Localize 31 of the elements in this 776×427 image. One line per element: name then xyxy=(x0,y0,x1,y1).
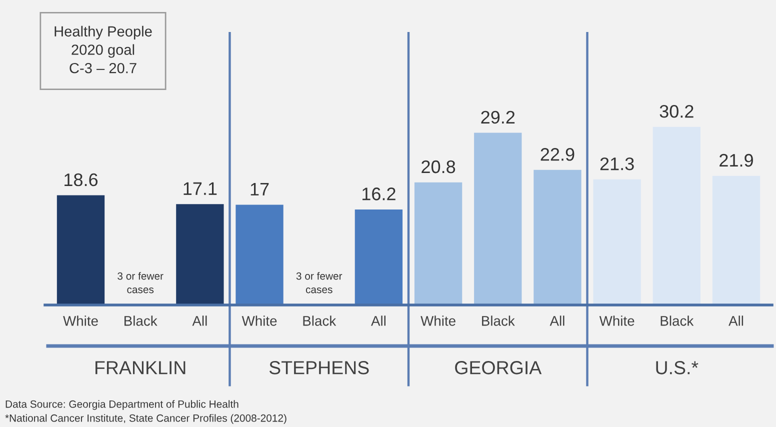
text: *National Cancer Institute, State Cancer Profiles (2008-2012) xyxy=(5,414,286,424)
data-label: 21.3 xyxy=(600,157,634,170)
text: Black xyxy=(303,316,336,326)
data-label: 21.9 xyxy=(720,154,753,167)
text: All xyxy=(728,316,744,326)
data-label: 16.2 xyxy=(362,188,396,200)
x-tick-label: STEPHENS xyxy=(269,361,369,374)
text: Black xyxy=(124,316,158,326)
text: All xyxy=(550,316,564,326)
series-label: Black xyxy=(482,316,515,326)
data-label: 18.6 xyxy=(64,173,98,186)
x-tick-label: FRANKLIN xyxy=(96,361,186,374)
x-tick-label: U.S.* xyxy=(656,361,698,374)
series-label: White xyxy=(63,316,98,326)
text: White xyxy=(599,316,634,326)
text: 3 or fewer cases xyxy=(296,272,342,294)
text: Black xyxy=(660,316,694,326)
x-tick-label: GEORGIA xyxy=(455,361,542,374)
data-label: 17.1 xyxy=(184,182,217,195)
data-label: 17 xyxy=(250,183,269,196)
data-label: 22.9 xyxy=(540,148,574,161)
text: White xyxy=(242,316,277,326)
data-label: 30.2 xyxy=(660,104,694,118)
text: 3 or fewer cases xyxy=(118,272,164,294)
data-label: 29.2 xyxy=(481,110,515,124)
series-label: All xyxy=(192,316,207,326)
text: Healthy People 2020 goal C-3 – 20.7 xyxy=(54,26,152,74)
text: White xyxy=(420,316,456,326)
source-note: Data Source: Georgia Department of Public Health xyxy=(6,400,238,410)
text: All xyxy=(371,316,386,326)
data-label: 20.8 xyxy=(422,160,456,174)
